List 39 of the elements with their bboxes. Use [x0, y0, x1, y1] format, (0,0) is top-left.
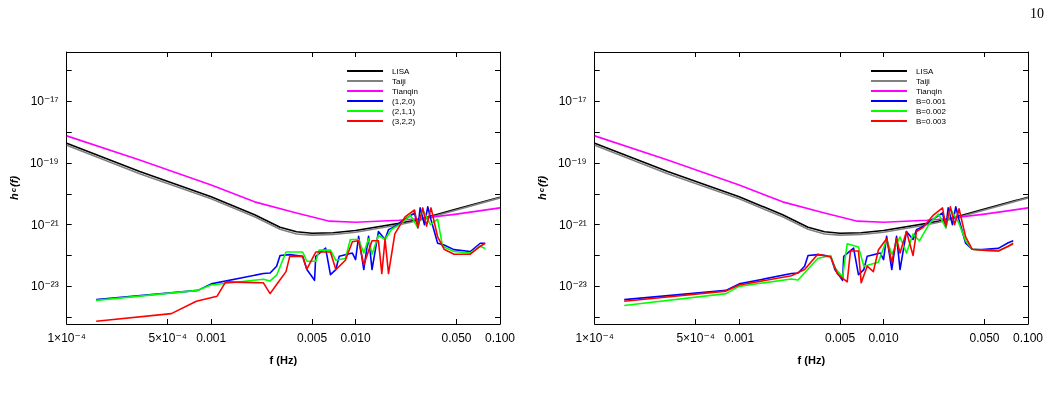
y-tick-label: 10⁻¹⁹: [557, 156, 587, 171]
x-tick-label: 0.001: [196, 331, 227, 345]
y-tick-label: 10⁻²¹: [559, 217, 587, 232]
legend-label: B=0.002: [915, 106, 947, 116]
legend-label: Tianqin: [915, 86, 942, 96]
x-tick-label: 5×10⁻⁴: [148, 331, 187, 345]
legend-label: B=0.001: [915, 96, 947, 106]
x-tick-label: 0.050: [969, 331, 1000, 345]
x-tick-label: 0.001: [724, 331, 755, 345]
x-tick-label: 0.050: [441, 331, 472, 345]
y-tick-label: 10⁻¹⁷: [30, 94, 59, 109]
x-axis-title: f (Hz): [797, 353, 826, 366]
text: 10: [1030, 5, 1044, 21]
x-tick-label: 0.005: [825, 331, 856, 345]
y-tick-label: 10⁻²³: [559, 279, 587, 294]
legend-label: LISA: [915, 66, 934, 76]
legend-label: Tianqin: [392, 86, 419, 96]
legend-label: Taiji: [392, 76, 407, 86]
legend-label: (2,1,1): [392, 106, 416, 116]
legend-label: (3,2,2): [392, 116, 416, 126]
x-tick-label: 0.010: [868, 331, 899, 345]
x-tick-label: 0.005: [297, 331, 328, 345]
y-axis-title: hc(f): [7, 175, 20, 201]
y-tick-label: 10⁻¹⁹: [29, 156, 59, 171]
legend-label: Taiji: [915, 76, 930, 86]
x-tick-label: 1×10⁻⁴: [575, 331, 614, 345]
x-tick-label: 0.100: [1012, 331, 1044, 345]
y-axis-title: hc(f): [535, 175, 548, 201]
legend-label: LISA: [392, 66, 411, 76]
legend-label: B=0.003: [915, 116, 947, 126]
x-tick-label: 0.010: [340, 331, 371, 345]
x-tick-label: 5×10⁻⁴: [676, 331, 715, 345]
x-tick-label: 1×10⁻⁴: [47, 331, 86, 345]
y-tick-label: 10⁻²³: [31, 279, 59, 294]
x-axis-title: f (Hz): [269, 353, 298, 366]
x-tick-label: 0.100: [484, 331, 516, 345]
legend-label: (1,2,0): [392, 96, 416, 106]
y-tick-label: 10⁻¹⁷: [558, 94, 587, 109]
y-tick-label: 10⁻²¹: [31, 217, 59, 232]
